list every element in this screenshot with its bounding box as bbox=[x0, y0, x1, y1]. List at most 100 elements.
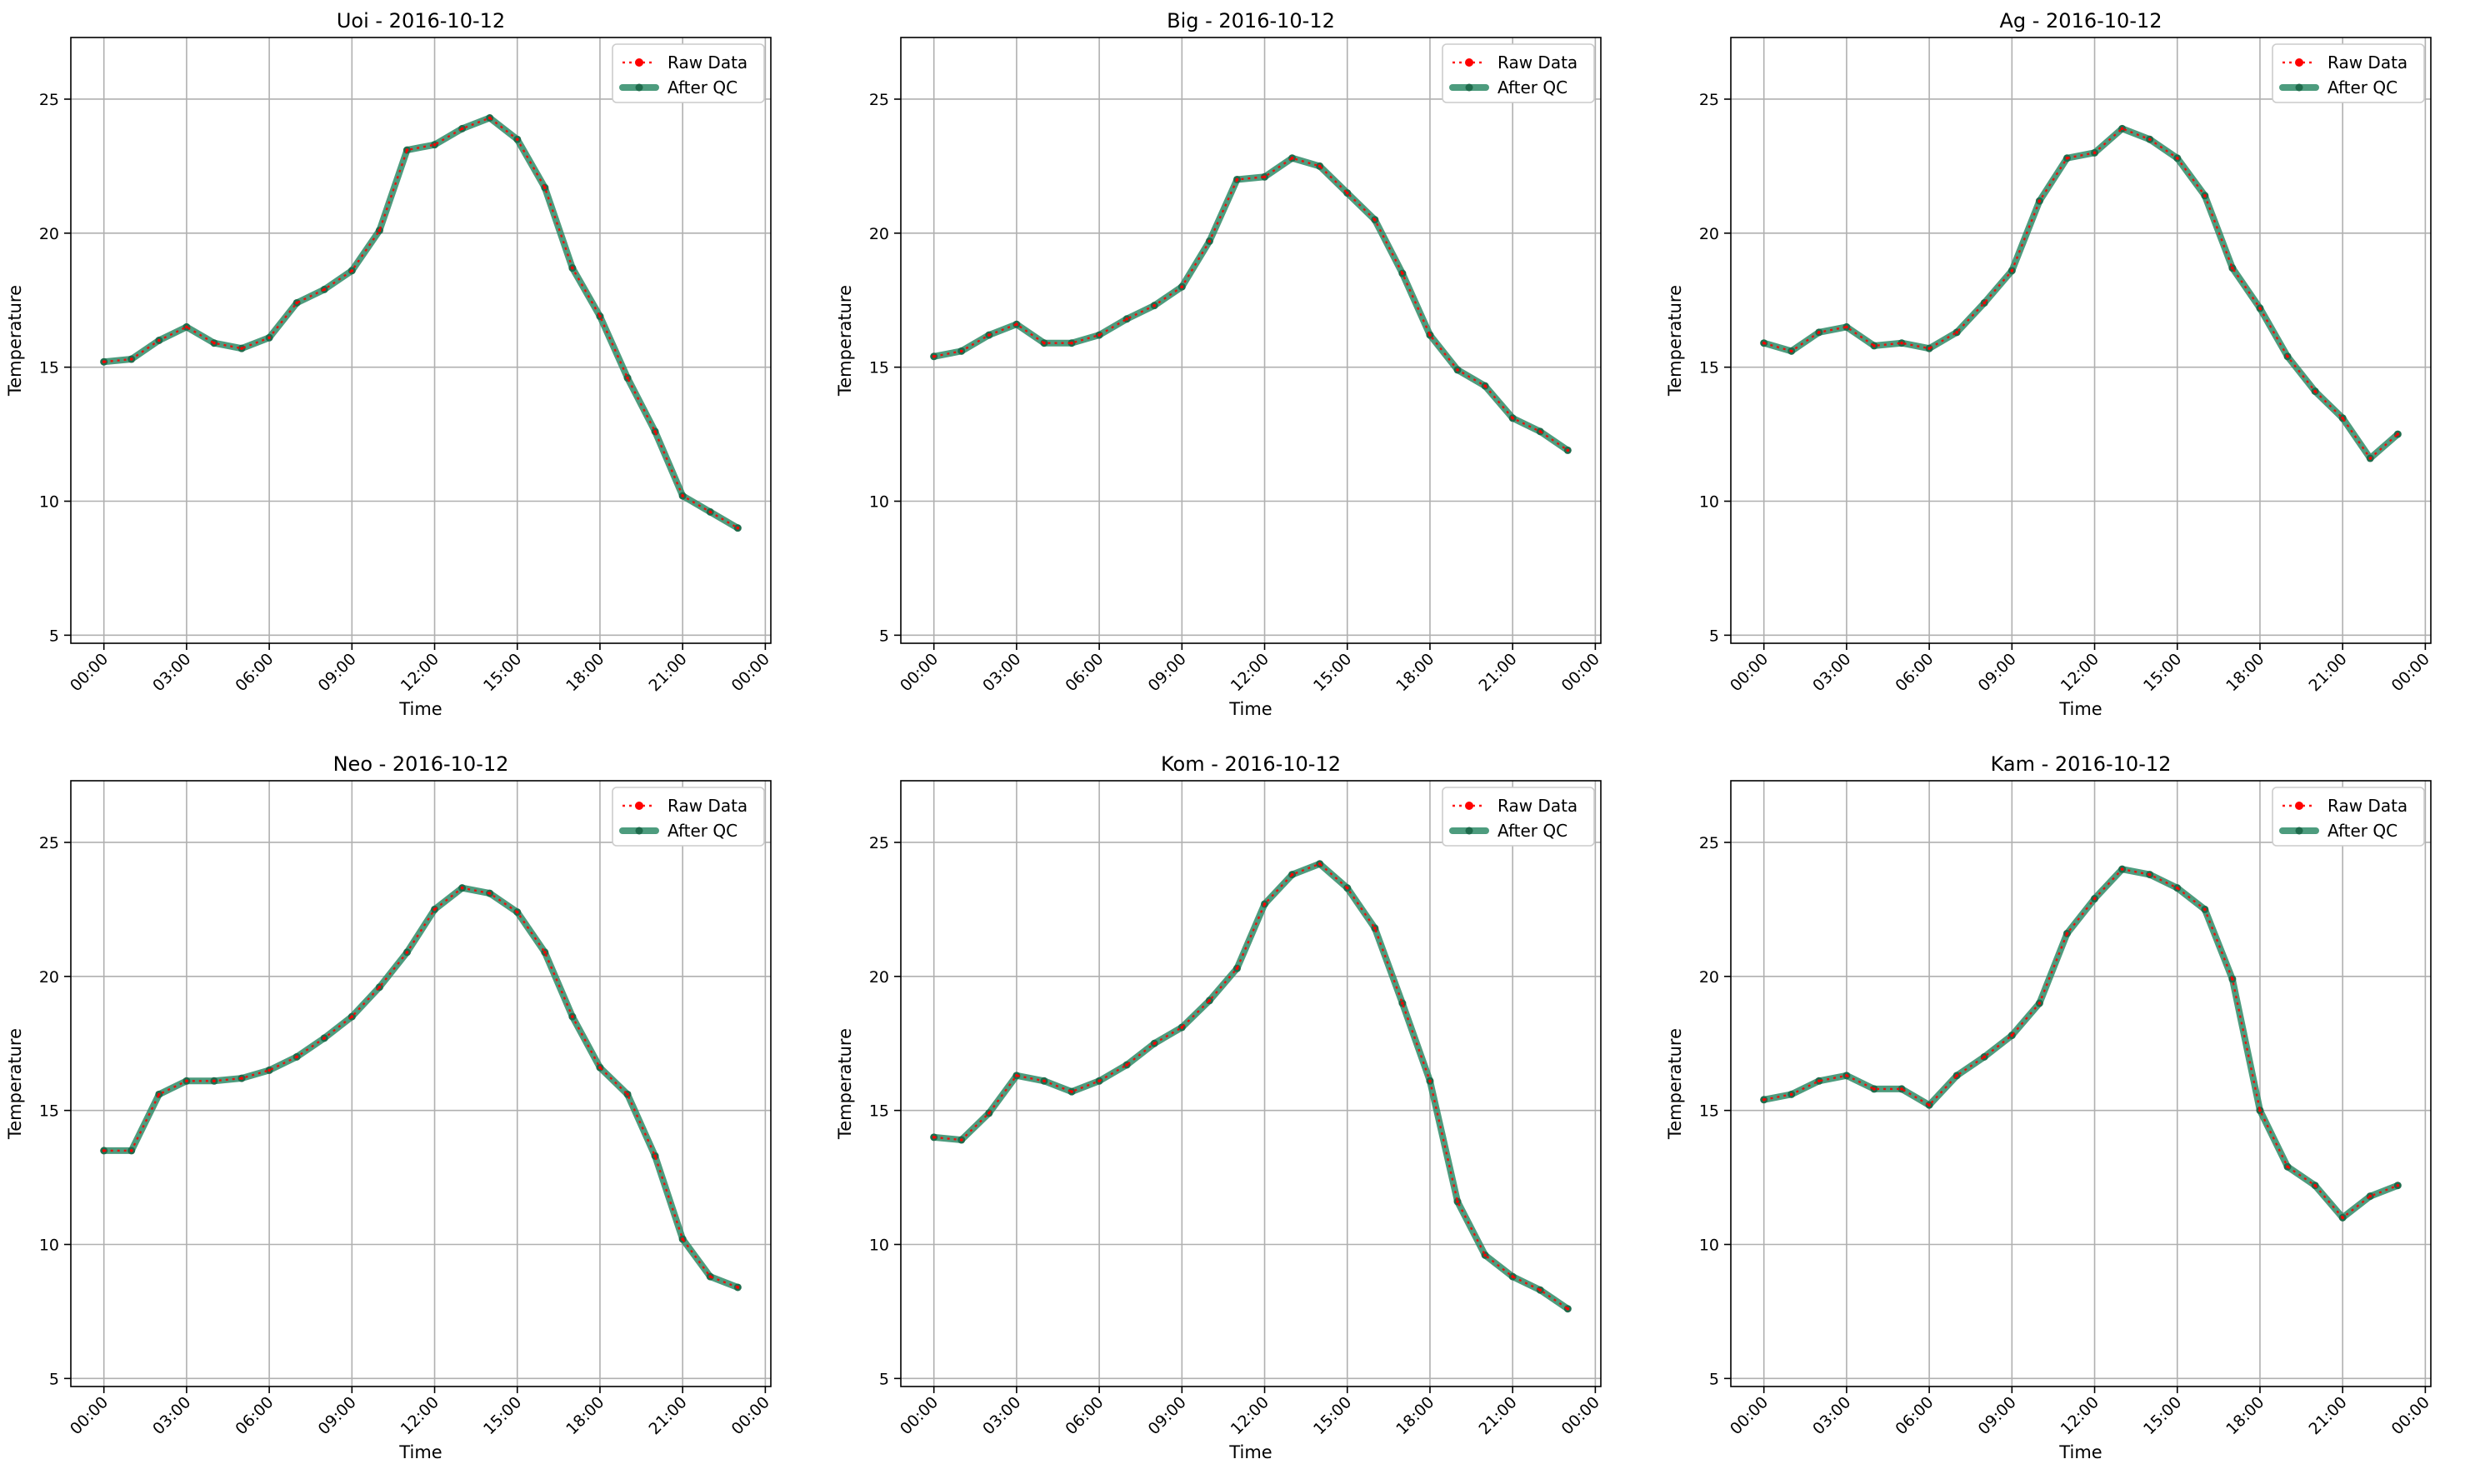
raw-data-point bbox=[1928, 347, 1931, 350]
raw-data-point bbox=[598, 1066, 602, 1069]
subplot-title: Ag - 2016-10-12 bbox=[1999, 9, 2162, 32]
raw-data-point bbox=[268, 1068, 271, 1072]
raw-data-point bbox=[1015, 1074, 1018, 1077]
subplot-1: 00:00 03:00 06:00 09:00 12:00 15:00 18:00 21:00… bbox=[5, 9, 773, 719]
y-axis-label: Temperature bbox=[1665, 285, 1685, 397]
legend-raw-data-marker bbox=[2295, 58, 2303, 67]
x-tick-label: 12:00 bbox=[398, 1393, 442, 1438]
series-raw-data-line bbox=[933, 862, 1568, 1310]
raw-data-point bbox=[460, 127, 464, 131]
raw-data-point bbox=[129, 357, 133, 361]
raw-data-point bbox=[1345, 886, 1349, 890]
x-tick-label: 00:00 bbox=[728, 1393, 773, 1438]
x-tick-label: 09:00 bbox=[1145, 1393, 1190, 1438]
x-tick-label: 12:00 bbox=[398, 650, 442, 695]
x-tick-label: 03:00 bbox=[149, 650, 194, 695]
raw-data-point bbox=[129, 1149, 133, 1152]
raw-data-point bbox=[1428, 333, 1432, 337]
x-tick-label: 12:00 bbox=[1228, 1393, 1272, 1438]
raw-data-point bbox=[2203, 193, 2207, 197]
x-tick-label: 06:00 bbox=[1892, 1393, 1937, 1438]
plot-frame bbox=[70, 37, 772, 644]
series-raw-data-line bbox=[1763, 127, 2399, 460]
raw-data-point bbox=[212, 1079, 216, 1083]
raw-data-point bbox=[2286, 355, 2289, 358]
y-tick-label: 25 bbox=[39, 91, 59, 109]
raw-data-point bbox=[2065, 156, 2069, 160]
raw-data-point bbox=[1872, 344, 1876, 347]
raw-data-point bbox=[1208, 239, 1212, 243]
raw-data-point bbox=[1290, 156, 1294, 160]
x-tick-label: 00:00 bbox=[2388, 650, 2433, 695]
x-tick-label: 15:00 bbox=[1310, 1393, 1355, 1438]
raw-data-point bbox=[2258, 1108, 2262, 1112]
x-tick-label: 18:00 bbox=[2222, 1393, 2268, 1438]
raw-data-point bbox=[2258, 307, 2262, 310]
raw-data-point bbox=[158, 1092, 161, 1097]
raw-data-point bbox=[1345, 191, 1349, 195]
x-tick-label: 15:00 bbox=[480, 1393, 525, 1438]
raw-data-point bbox=[1483, 1253, 1487, 1257]
raw-data-point bbox=[158, 338, 161, 342]
raw-data-point bbox=[571, 1015, 574, 1018]
x-tick-label: 00:00 bbox=[728, 650, 773, 695]
raw-data-point bbox=[959, 349, 963, 353]
raw-data-point bbox=[1070, 1090, 1073, 1093]
legend-raw-data-label: Raw Data bbox=[1498, 796, 1578, 816]
raw-data-point bbox=[1982, 1055, 1987, 1059]
legend-after-qc-marker bbox=[635, 83, 643, 92]
x-tick-label: 15:00 bbox=[1310, 650, 1355, 695]
y-tick-label: 25 bbox=[869, 834, 889, 852]
subplot-title: Uoi - 2016-10-12 bbox=[337, 9, 505, 32]
raw-data-point bbox=[1235, 177, 1239, 182]
x-tick-label: 03:00 bbox=[979, 650, 1024, 695]
x-tick-label: 00:00 bbox=[1558, 1393, 1603, 1438]
raw-data-point bbox=[240, 347, 243, 350]
raw-data-point bbox=[1152, 303, 1157, 307]
x-tick-label: 00:00 bbox=[1558, 650, 1603, 695]
series-raw-data-line bbox=[103, 117, 738, 529]
raw-data-point bbox=[2286, 1165, 2289, 1169]
raw-data-point bbox=[626, 1092, 629, 1097]
raw-data-point bbox=[1818, 1079, 1821, 1083]
series-after-qc-line bbox=[100, 114, 742, 532]
y-tick-label: 15 bbox=[869, 1102, 889, 1121]
y-tick-label: 5 bbox=[49, 1370, 59, 1388]
x-tick-label: 00:00 bbox=[1727, 650, 1772, 695]
raw-data-point bbox=[1483, 384, 1487, 387]
x-tick-label: 06:00 bbox=[1062, 650, 1107, 695]
y-tick-label: 5 bbox=[1709, 1370, 1719, 1388]
legend-after-qc-marker bbox=[1465, 827, 1473, 835]
y-axis-label: Temperature bbox=[835, 1028, 855, 1140]
y-tick-label: 15 bbox=[39, 359, 59, 377]
legend-raw-data-label: Raw Data bbox=[668, 796, 748, 816]
x-tick-label: 15:00 bbox=[2140, 650, 2185, 695]
x-axis-label: Time bbox=[398, 1442, 442, 1462]
y-tick-label: 15 bbox=[869, 359, 889, 377]
raw-data-point bbox=[1262, 902, 1267, 906]
raw-data-point bbox=[2396, 432, 2400, 436]
x-tick-label: 09:00 bbox=[1975, 1393, 2020, 1438]
x-tick-label: 03:00 bbox=[149, 1393, 194, 1438]
y-tick-label: 10 bbox=[1699, 1237, 1719, 1255]
legend-raw-data-label: Raw Data bbox=[2328, 796, 2408, 816]
y-tick-label: 15 bbox=[39, 1102, 59, 1121]
raw-data-point bbox=[2313, 389, 2317, 393]
raw-data-point bbox=[1235, 967, 1239, 970]
y-tick-label: 10 bbox=[869, 1237, 889, 1255]
raw-data-point bbox=[1318, 164, 1322, 168]
y-axis-label: Temperature bbox=[1665, 1028, 1685, 1140]
raw-data-point bbox=[2231, 977, 2234, 981]
y-tick-label: 20 bbox=[39, 225, 59, 243]
y-tick-label: 20 bbox=[39, 968, 59, 987]
raw-data-point bbox=[1262, 175, 1267, 179]
raw-data-point bbox=[1456, 368, 1459, 372]
raw-data-point bbox=[626, 376, 629, 380]
raw-data-point bbox=[1818, 331, 1821, 334]
raw-data-point bbox=[102, 360, 106, 364]
raw-data-point bbox=[1125, 1063, 1128, 1067]
plot-frame bbox=[70, 780, 772, 1387]
subplot-title: Kom - 2016-10-12 bbox=[1161, 752, 1341, 776]
raw-data-point bbox=[571, 266, 574, 270]
